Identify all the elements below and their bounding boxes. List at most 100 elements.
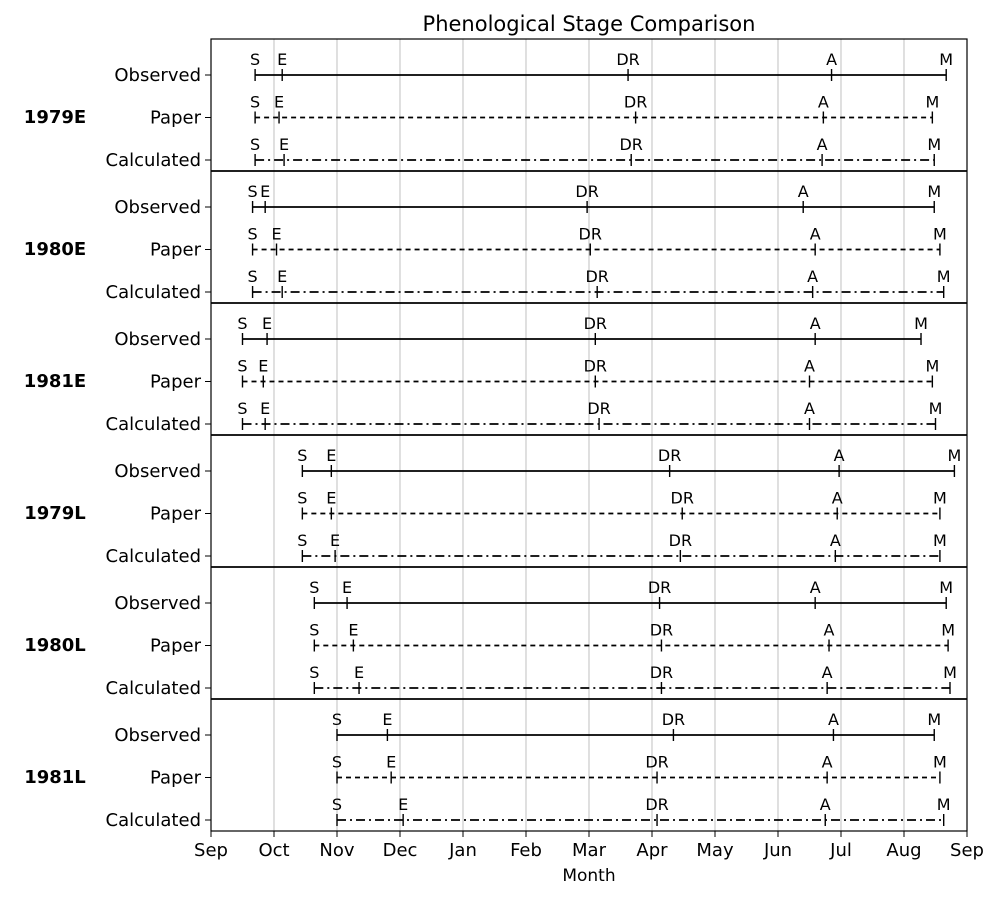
stage-label: E <box>382 710 392 729</box>
stage-label: S <box>332 753 342 772</box>
row-label: Paper <box>150 372 202 393</box>
stage-label: E <box>326 446 336 465</box>
stage-label: M <box>937 795 951 814</box>
stage-label: S <box>297 446 307 465</box>
stage-label: DR <box>616 50 639 69</box>
stage-label: A <box>810 314 821 333</box>
x-tick-label: Nov <box>319 840 354 861</box>
stage-label: M <box>937 267 951 286</box>
stage-label: DR <box>650 621 673 640</box>
stage-label: S <box>237 399 247 418</box>
row-label: Calculated <box>106 414 202 435</box>
stage-label: A <box>820 795 831 814</box>
stage-label: M <box>927 182 941 201</box>
x-tick-label: Feb <box>510 840 542 861</box>
stage-label: E <box>277 267 287 286</box>
stage-label: M <box>933 225 947 244</box>
stage-label: DR <box>575 182 598 201</box>
stage-label: A <box>832 489 843 508</box>
x-tick-label: Jul <box>829 840 852 861</box>
stage-label: E <box>258 357 268 376</box>
x-tick-label: Mar <box>572 840 607 861</box>
stage-label: DR <box>584 357 607 376</box>
chart-title: Phenological Stage Comparison <box>423 12 756 36</box>
stage-label: S <box>248 267 258 286</box>
stage-label: S <box>237 314 247 333</box>
x-tick-label: Aug <box>886 840 921 861</box>
stage-label: S <box>309 578 319 597</box>
stage-label: DR <box>658 446 681 465</box>
plot-frame <box>210 38 968 832</box>
row-label: Calculated <box>106 546 202 567</box>
stage-label: DR <box>650 663 673 682</box>
x-tick-label: Dec <box>383 840 418 861</box>
stage-label: DR <box>669 531 692 550</box>
row-label: Calculated <box>106 282 202 303</box>
x-tick-label: Apr <box>636 840 668 861</box>
stage-label: M <box>925 357 939 376</box>
stage-label: A <box>828 710 839 729</box>
group-label: 1980L <box>24 635 86 656</box>
row-label: Paper <box>150 240 202 261</box>
stage-label: M <box>939 578 953 597</box>
stage-label: S <box>309 663 319 682</box>
stage-label: S <box>332 795 342 814</box>
x-tick-label: Sep <box>194 840 228 861</box>
stage-label: DR <box>671 489 694 508</box>
stage-label: DR <box>585 267 608 286</box>
row-label: Paper <box>150 504 202 525</box>
row-label: Observed <box>114 329 201 350</box>
stage-label: M <box>914 314 928 333</box>
stage-label: A <box>810 225 821 244</box>
group-label: 1979E <box>24 107 86 128</box>
stage-label: M <box>927 135 941 154</box>
stage-label: S <box>250 135 260 154</box>
row-label: Observed <box>114 593 201 614</box>
stage-label: E <box>330 531 340 550</box>
stage-label: S <box>248 182 258 201</box>
stage-label: A <box>804 399 815 418</box>
row-label: Observed <box>114 461 201 482</box>
stage-label: A <box>826 50 837 69</box>
chart-labels: Sep Oct Nov Dec Jan Feb Mar Apr May Jun Jul Aug Sep 1… <box>24 65 984 861</box>
stage-label: E <box>277 50 287 69</box>
stage-label: S <box>248 225 258 244</box>
group-label: 1981L <box>24 767 86 788</box>
stage-label: E <box>342 578 352 597</box>
stage-label: DR <box>645 795 668 814</box>
x-axis-label: Month <box>562 866 615 886</box>
group-label: 1980E <box>24 239 86 260</box>
row-label: Observed <box>114 197 201 218</box>
group-label: 1979L <box>24 503 86 524</box>
row-label: Calculated <box>106 810 202 831</box>
stage-label: E <box>262 314 272 333</box>
stage-label: E <box>398 795 408 814</box>
stage-label: E <box>260 399 270 418</box>
stage-label: DR <box>648 578 671 597</box>
stage-label: E <box>271 225 281 244</box>
stage-label: M <box>947 446 961 465</box>
stage-label: M <box>927 710 941 729</box>
stage-label: A <box>804 357 815 376</box>
x-tick-label: May <box>696 840 734 861</box>
stage-label: E <box>274 93 284 112</box>
stage-label: A <box>824 621 835 640</box>
stage-label: A <box>817 135 828 154</box>
stage-label: S <box>297 489 307 508</box>
stage-label: M <box>933 753 947 772</box>
stage-label: DR <box>579 225 602 244</box>
stage-label: E <box>354 663 364 682</box>
stage-label: DR <box>619 135 642 154</box>
chart-marks: S E DR A MS E DR A MS E DR A MS E DR A MS E DR A MS E DR A MS E DR… <box>237 50 961 826</box>
row-label: Observed <box>114 65 201 86</box>
stage-label: M <box>933 489 947 508</box>
stage-label: A <box>810 578 821 597</box>
stage-label: M <box>933 531 947 550</box>
stage-label: E <box>386 753 396 772</box>
group-dividers <box>211 170 967 700</box>
row-label: Calculated <box>106 150 202 171</box>
row-label: Calculated <box>106 678 202 699</box>
stage-label: M <box>941 621 955 640</box>
x-tick-label: Jun <box>763 840 792 861</box>
stage-label: DR <box>662 710 685 729</box>
